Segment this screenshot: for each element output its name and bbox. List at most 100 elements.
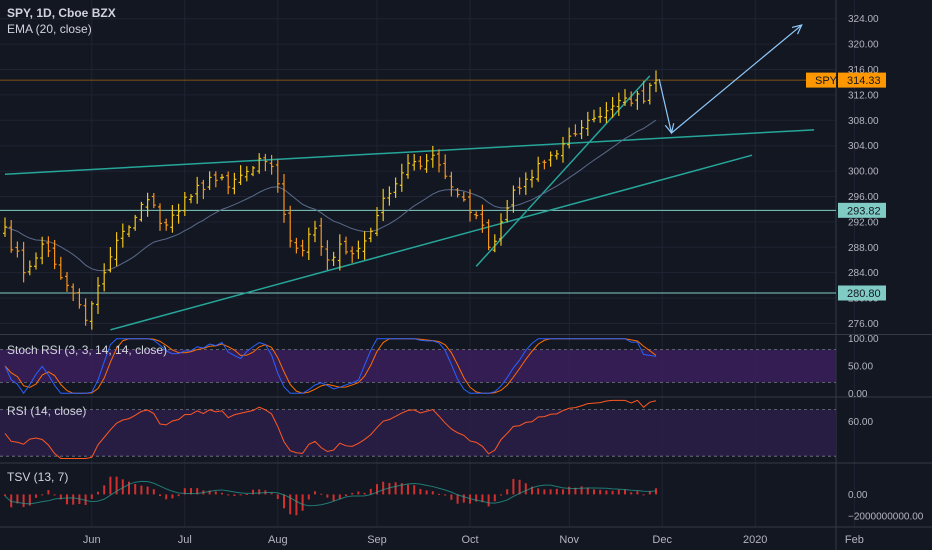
tsv-bar — [605, 490, 608, 495]
price-tick-label: 284.00 — [848, 268, 879, 279]
tsv-bar — [636, 491, 639, 495]
price-tick-label: 276.00 — [848, 319, 879, 330]
tsv-bar — [233, 494, 236, 496]
tsv-bar — [543, 489, 546, 495]
price-tick-label: 308.00 — [848, 116, 879, 127]
rsi-legend: RSI (14, close) — [7, 404, 86, 418]
tsv-bar — [270, 493, 273, 495]
tsv-bar — [41, 494, 44, 496]
arrow-line — [671, 24, 803, 134]
tsv-bar — [338, 494, 341, 500]
tsv-bar — [537, 488, 540, 495]
tsv-bar — [171, 494, 174, 499]
tsv-bar — [555, 488, 558, 495]
price-tick-label: 304.00 — [848, 141, 879, 152]
tsv-bar — [53, 494, 56, 496]
tsv-bar — [301, 494, 304, 511]
price-tick-label: 316.00 — [848, 65, 879, 76]
tsv-bar — [642, 494, 645, 496]
tsv-bar — [109, 476, 112, 495]
tsv-bar — [196, 488, 199, 495]
tsv-bar — [134, 483, 137, 495]
stoch-d-line — [4, 338, 657, 394]
tsv-bar — [518, 479, 521, 495]
tsv-bar — [22, 494, 25, 508]
tsv-bar — [413, 485, 416, 495]
tsv-bar — [307, 494, 310, 500]
symbol-legend: SPY, 1D, Cboe BZX — [7, 6, 116, 20]
trendline — [110, 154, 753, 331]
tsv-bar — [239, 494, 242, 496]
tsv-bar — [214, 491, 217, 495]
time-axis-label: Jul — [178, 534, 192, 546]
tsv-bar — [617, 489, 620, 495]
stoch-tick-label: 100.00 — [848, 334, 879, 345]
time-axis-label: Nov — [559, 534, 579, 546]
tsv-bar — [326, 494, 329, 498]
time-axis-label: Sep — [367, 534, 387, 546]
tsv-bar — [66, 494, 68, 505]
tsv-bar — [487, 494, 490, 507]
tsv-bar — [295, 494, 298, 516]
tsv-bar — [431, 491, 434, 495]
price-tick-label: 292.00 — [848, 217, 879, 228]
tsv-bar — [72, 494, 75, 505]
trendline — [4, 129, 815, 176]
tsv-bar — [227, 494, 230, 496]
tsv-bar — [425, 490, 428, 495]
tsv-bar — [624, 489, 626, 495]
tsv-bar — [4, 494, 6, 496]
tsv-bar — [400, 483, 403, 495]
arrow-head — [791, 24, 803, 35]
tsv-bar — [320, 493, 323, 495]
tsv-bar — [376, 484, 378, 495]
time-axis-label: 2020 — [743, 534, 767, 546]
tsv-legend: TSV (13, 7) — [7, 470, 68, 484]
tsv-bar — [351, 492, 354, 495]
tsv-bar — [90, 494, 93, 499]
stoch-k-line — [4, 338, 657, 395]
tsv-bar — [177, 494, 180, 497]
tsv-bar — [450, 494, 453, 500]
tsv-bar — [574, 487, 577, 495]
tsv-bar — [345, 494, 347, 497]
tsv-bar — [531, 486, 533, 495]
stoch-tick-label: 50.00 — [848, 362, 873, 373]
tsv-bar — [481, 494, 484, 503]
tsv-bar — [47, 490, 50, 495]
tsv-bar — [524, 483, 527, 495]
tsv-bar — [245, 493, 248, 495]
tsv-bar — [593, 489, 595, 495]
last-price-box — [838, 72, 886, 88]
rsi-band — [0, 409, 836, 457]
ema-line — [4, 119, 657, 272]
tsv-bar — [562, 489, 564, 495]
level-label-box — [838, 202, 886, 218]
trendline — [475, 75, 651, 267]
tsv-bar — [183, 488, 186, 495]
tsv-bar — [16, 494, 19, 504]
last-price-value: 314.33 — [847, 75, 881, 87]
tsv-bar — [140, 485, 143, 495]
level-label: 293.82 — [847, 205, 881, 217]
price-tick-label: 324.00 — [848, 14, 879, 25]
last-price-symbol-box — [806, 72, 836, 88]
tsv-bar — [512, 478, 515, 495]
tsv-bar — [146, 486, 149, 495]
tsv-bar — [586, 487, 589, 495]
tsv-bar — [276, 494, 279, 499]
price-tick-label: 288.00 — [848, 243, 879, 254]
tsv-bar — [394, 482, 397, 495]
tsv-tick-label: 0.00 — [848, 490, 868, 501]
tsv-title: TSV (13, 7) — [7, 470, 69, 484]
price-tick-label: 300.00 — [848, 167, 879, 178]
tsv-bar — [580, 486, 583, 495]
tsv-bar — [283, 494, 285, 509]
time-axis-label: Dec — [652, 534, 672, 546]
tsv-bar — [28, 494, 31, 506]
tsv-bar — [438, 493, 440, 495]
tsv-bar — [35, 494, 37, 498]
tsv-bar — [121, 479, 124, 495]
rsi-tick-label: 60.00 — [848, 417, 873, 428]
